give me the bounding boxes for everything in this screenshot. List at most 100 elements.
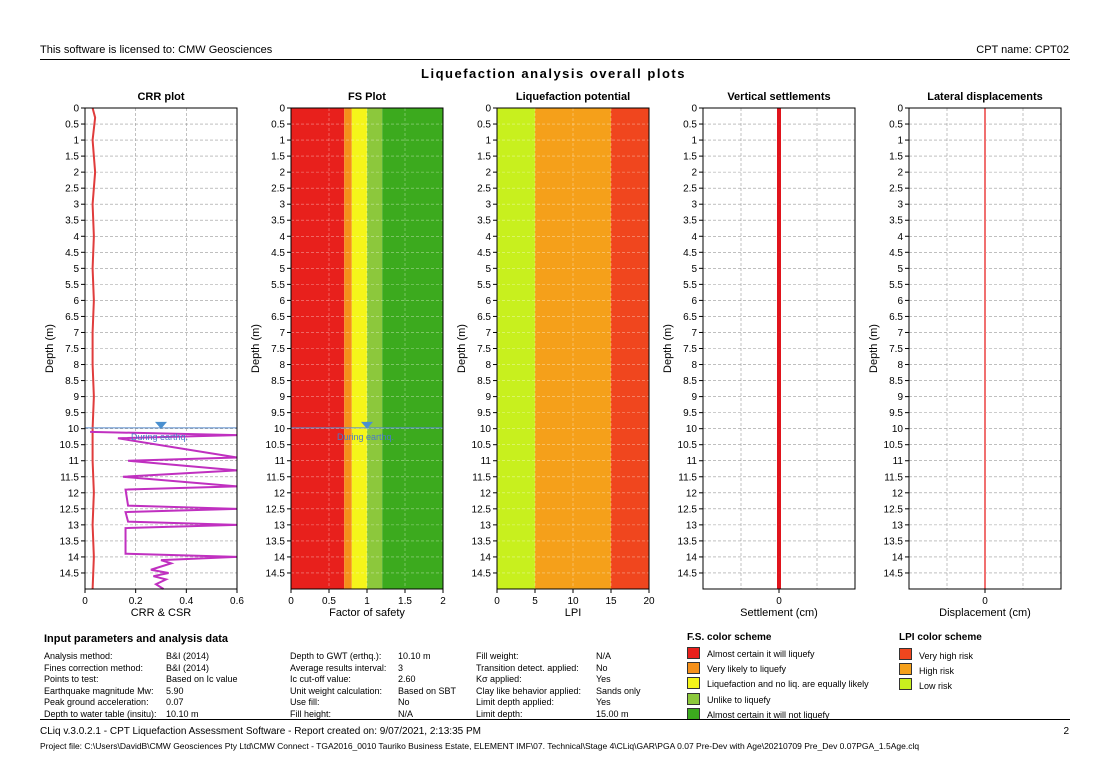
param-label: Unit weight calculation: (290, 685, 383, 696)
y-tick-label: 8.5 (889, 376, 903, 387)
y-tick-label: 12.5 (678, 504, 698, 515)
y-tick-label: 3 (73, 200, 79, 211)
y-tick-label: 4.5 (889, 248, 903, 259)
y-tick-label: 2 (485, 168, 491, 179)
y-tick-label: 9 (279, 392, 285, 403)
fs-scheme-title: F.S. color scheme (687, 632, 772, 643)
y-tick-label: 11 (687, 456, 698, 467)
y-tick-label: 0.5 (683, 120, 697, 131)
param-value: N/A (398, 709, 414, 719)
x-tick-label: 0 (982, 596, 988, 607)
y-tick-label: 1.5 (271, 152, 285, 163)
y-tick-label: 4.5 (477, 248, 491, 259)
y-tick-label: 2.5 (683, 184, 697, 195)
y-tick-label: 3 (691, 200, 697, 211)
chart-title: Lateral displacements (927, 91, 1043, 103)
y-tick-label: 3 (485, 200, 491, 211)
param-label: Ic cut-off value: (290, 674, 351, 685)
y-tick-label: 9.5 (477, 408, 491, 419)
x-tick-label: 1 (364, 596, 370, 607)
y-tick-label: 4 (897, 232, 903, 243)
param-label: Fill weight: (476, 651, 519, 661)
y-tick-label: 6 (485, 296, 491, 307)
y-tick-label: 10.5 (60, 440, 80, 451)
y-tick-label: 7 (279, 328, 285, 339)
y-axis-label: Depth (m) (662, 324, 674, 373)
param-value: 0.07 (166, 697, 184, 708)
chart-5: Lateral displacements00.511.522.533.544.… (868, 91, 1062, 619)
page-title: Liquefaction analysis overall plots (421, 66, 686, 81)
y-tick-label: 2 (73, 168, 79, 179)
y-tick-label: 5 (485, 264, 491, 275)
param-label: Limit depth: (476, 709, 523, 719)
y-tick-label: 5 (73, 264, 79, 275)
y-tick-label: 12.5 (60, 504, 80, 515)
y-tick-label: 8.5 (271, 376, 285, 387)
y-tick-label: 2 (279, 168, 285, 179)
x-tick-label: 10 (567, 596, 579, 607)
param-value: No (596, 662, 608, 673)
param-label: Kσ applied: (476, 674, 522, 685)
y-tick-label: 10.5 (472, 440, 492, 451)
y-axis-label: Depth (m) (456, 324, 468, 373)
chart-title: FS Plot (348, 91, 386, 103)
y-tick-label: 1 (485, 136, 491, 147)
fs-color-swatch (687, 647, 700, 659)
y-tick-label: 13 (274, 520, 286, 531)
y-tick-label: 1 (691, 136, 697, 147)
fs-scheme-label: Unlike to liquefy (707, 694, 771, 705)
y-tick-label: 4 (485, 232, 491, 243)
param-label: Fines correction method: (44, 662, 144, 673)
water-table-marker (155, 421, 167, 429)
y-tick-label: 8.5 (683, 376, 697, 387)
y-tick-label: 2.5 (65, 184, 79, 195)
param-value: B&I (2014) (166, 651, 210, 661)
param-label: Peak ground acceleration: (44, 697, 149, 708)
y-tick-label: 7.5 (477, 344, 491, 355)
y-tick-label: 8 (485, 360, 491, 371)
y-tick-label: 0 (279, 104, 285, 115)
chart-title: Vertical settlements (727, 91, 830, 103)
y-tick-label: 10 (274, 424, 286, 435)
y-tick-label: 5 (279, 264, 285, 275)
y-tick-label: 10 (686, 424, 698, 435)
x-axis-label: Settlement (cm) (740, 607, 818, 619)
fs-scheme-label: Almost certain it will liquefy (707, 649, 815, 659)
y-tick-label: 14 (68, 552, 80, 563)
y-axis-label: Depth (m) (250, 324, 262, 373)
x-tick-label: 0 (776, 596, 782, 607)
param-label: Fill height: (290, 709, 332, 719)
y-tick-label: 8 (279, 360, 285, 371)
y-axis-label: Depth (m) (44, 324, 56, 373)
chart-title: CRR plot (137, 91, 184, 103)
param-label: Average results interval: (290, 662, 387, 673)
x-tick-label: 5 (532, 596, 538, 607)
y-tick-label: 0 (485, 104, 491, 115)
y-tick-label: 3 (897, 200, 903, 211)
lpi-scheme-title: LPI color scheme (899, 632, 982, 643)
y-tick-label: 10.5 (884, 440, 904, 451)
y-tick-label: 3.5 (683, 216, 697, 227)
y-tick-label: 11 (69, 456, 80, 467)
x-tick-label: 0 (288, 596, 294, 607)
param-value: No (398, 697, 410, 708)
y-tick-label: 1.5 (683, 152, 697, 163)
gwt-annotation: During earthq. (131, 432, 188, 442)
y-tick-label: 14 (274, 552, 286, 563)
y-tick-label: 9.5 (683, 408, 697, 419)
y-tick-label: 6 (897, 296, 903, 307)
y-tick-label: 2.5 (477, 184, 491, 195)
y-tick-label: 9.5 (65, 408, 79, 419)
chart-title: Liquefaction potential (516, 91, 630, 103)
y-tick-label: 10 (68, 424, 80, 435)
y-tick-label: 7.5 (889, 344, 903, 355)
y-tick-label: 9 (485, 392, 491, 403)
param-value: 10.10 m (166, 709, 199, 719)
y-tick-label: 14.5 (884, 568, 904, 579)
series-line (90, 430, 238, 590)
y-tick-label: 13.5 (266, 536, 286, 547)
y-tick-label: 1 (897, 136, 903, 147)
y-tick-label: 5 (691, 264, 697, 275)
